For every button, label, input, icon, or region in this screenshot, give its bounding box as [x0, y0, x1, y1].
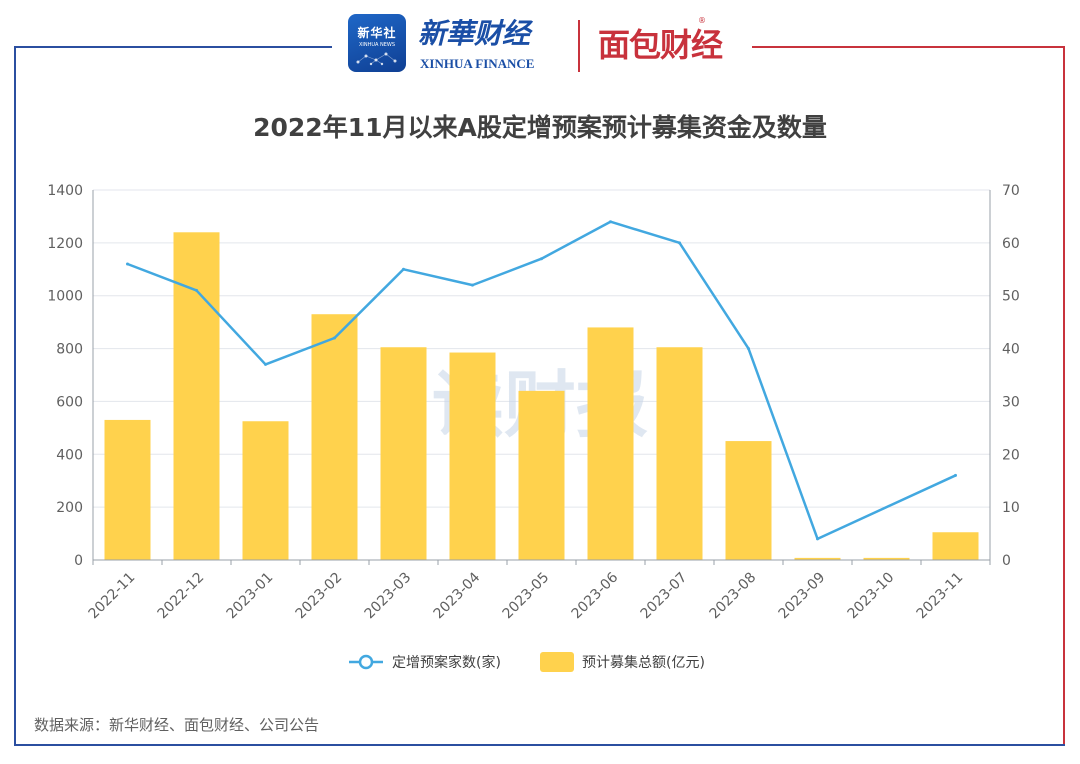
right-tick-label: 40	[1002, 342, 1020, 358]
x-tick-label: 2023-09	[776, 570, 829, 623]
legend: 定增预案家数(家) 预计募集总额(亿元)	[349, 652, 705, 672]
legend-bar-marker	[540, 652, 574, 672]
mianbao-finance-logo: 面包财经	[598, 26, 723, 64]
legend-line-dot	[358, 654, 374, 670]
right-tick-label: 50	[1002, 289, 1020, 305]
line-point-2023-07	[678, 241, 681, 245]
left-tick-label: 1400	[47, 183, 83, 199]
x-tick-label: 2023-04	[431, 569, 484, 622]
right-tick-label: 70	[1002, 183, 1020, 199]
bar-2023-08	[725, 441, 772, 560]
line-point-2023-02	[333, 336, 336, 340]
bar-2022-12	[173, 232, 220, 561]
xinhua-finance-logo: 新華财经	[418, 17, 531, 50]
x-tick-label: 2023-11	[914, 570, 967, 623]
line-point-2023-03	[402, 267, 405, 271]
bar-2023-11	[932, 532, 979, 560]
bar-2023-05	[518, 390, 565, 560]
left-tick-label: 400	[56, 447, 83, 463]
bar-2023-04	[449, 352, 496, 560]
xinhua-news-badge: 新华社 XINHUA NEWS	[348, 14, 406, 72]
line-series	[126, 220, 957, 541]
bar-2023-02	[311, 314, 358, 560]
x-tick-label: 2023-10	[845, 570, 898, 623]
right-tick-label: 10	[1002, 500, 1020, 516]
bar-2023-03	[380, 347, 427, 560]
header-divider	[578, 20, 580, 72]
bar-2023-07	[656, 347, 703, 560]
x-tick-label: 2023-02	[293, 570, 346, 623]
x-tick-label: 2023-03	[362, 570, 415, 623]
bar-2023-09	[794, 557, 841, 560]
left-tick-label: 0	[74, 553, 83, 569]
line-point-2023-05	[540, 257, 543, 261]
line-point-2023-06	[609, 220, 612, 224]
line-point-2023-04	[471, 283, 474, 287]
x-tick-label: 2023-07	[638, 570, 691, 623]
left-tick-label: 600	[56, 394, 83, 410]
frame-top-left	[14, 46, 332, 48]
legend-label-amount: 预计募集总额(亿元)	[582, 654, 705, 671]
frame-left	[14, 46, 16, 746]
badge-text: 新华社	[357, 26, 397, 40]
bar-2023-01	[242, 421, 289, 560]
line-point-2023-11	[954, 473, 957, 477]
left-tick-label: 1000	[47, 289, 83, 305]
line-point-2022-11	[126, 262, 129, 266]
x-tick-label: 2022-11	[86, 570, 139, 623]
header-logos: 新华社 XINHUA NEWS 新華财经 XINHUA FINANCE 面包财经…	[336, 6, 748, 78]
line-point-2022-12	[195, 288, 198, 292]
registered-mark: ®	[698, 16, 706, 25]
xinhua-finance-en: XINHUA FINANCE	[420, 56, 535, 71]
x-tick-label: 2023-08	[707, 570, 760, 623]
x-tick-label: 2023-01	[224, 570, 277, 623]
left-tick-label: 1200	[47, 236, 83, 252]
frame-bottom	[14, 744, 1065, 746]
left-tick-label: 200	[56, 500, 83, 516]
line-path	[127, 220, 957, 541]
frame-top-right	[752, 46, 1065, 48]
data-source-note: 数据来源：新华财经、面包财经、公司公告	[34, 716, 320, 734]
right-tick-label: 60	[1002, 236, 1020, 252]
frame-right	[1063, 46, 1065, 746]
bar-2023-06	[587, 327, 634, 560]
x-tick-label: 2023-06	[569, 569, 622, 622]
right-tick-label: 0	[1002, 553, 1011, 569]
legend-label-count: 定增预案家数(家)	[392, 654, 501, 671]
left-tick-label: 800	[56, 342, 83, 358]
line-point-2023-09	[816, 537, 819, 541]
x-tick-label: 2023-05	[500, 570, 553, 623]
line-point-2023-01	[264, 362, 267, 366]
right-tick-label: 30	[1002, 394, 1020, 410]
line-point-2023-08	[747, 347, 750, 351]
right-tick-label: 20	[1002, 447, 1020, 463]
x-tick-label: 2022-12	[155, 570, 208, 623]
axes	[92, 190, 991, 565]
bar-2023-10	[863, 557, 910, 560]
badge-sub: XINHUA NEWS	[358, 42, 396, 48]
network-dots-icon	[356, 52, 397, 66]
chart-title: 2022年11月以来A股定增预案预计募集资金及数量	[253, 113, 827, 142]
bar-series	[104, 232, 979, 561]
bar-2022-11	[104, 419, 151, 560]
